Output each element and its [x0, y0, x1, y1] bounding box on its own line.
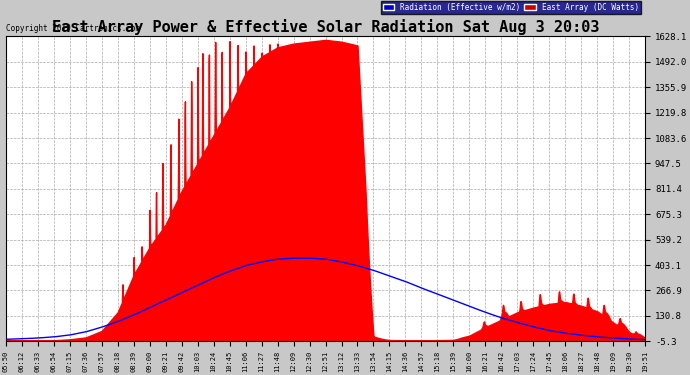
Title: East Array Power & Effective Solar Radiation Sat Aug 3 20:03: East Array Power & Effective Solar Radia…	[52, 20, 599, 35]
Legend: Radiation (Effective w/m2), East Array (DC Watts): Radiation (Effective w/m2), East Array (…	[380, 1, 642, 14]
Text: Copyright 2019 Cartronics.com: Copyright 2019 Cartronics.com	[6, 24, 140, 33]
